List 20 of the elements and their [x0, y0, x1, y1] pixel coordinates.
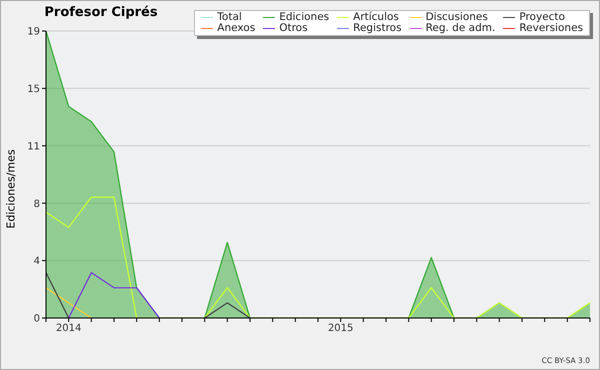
legend-label: Artículos	[353, 11, 399, 23]
legend-label: Ediciones	[279, 11, 330, 23]
legend-label: Proyecto	[519, 11, 565, 23]
legend-label: Registros	[353, 22, 402, 34]
y-tick-label: 4	[34, 256, 40, 268]
x-tick-label: 2014	[56, 323, 82, 334]
legend-label: Reg. de adm.	[426, 22, 496, 34]
legend-label: Anexos	[217, 22, 256, 34]
x-tick-label: 2015	[328, 323, 354, 334]
y-tick-label: 15	[27, 84, 40, 95]
legend-label: Discusiones	[426, 11, 488, 23]
y-tick-label: 11	[27, 141, 40, 152]
legend-label: Reversiones	[519, 22, 583, 34]
y-tick-label: 8	[34, 198, 40, 210]
legend-label: Total	[217, 11, 242, 23]
chart-title: Profesor Ciprés	[43, 5, 159, 20]
y-axis-title: Ediciones/mes	[4, 149, 18, 229]
legend-label: Otros	[279, 22, 308, 34]
y-tick-label: 0	[34, 314, 40, 325]
y-tick-label: 19	[27, 26, 40, 38]
